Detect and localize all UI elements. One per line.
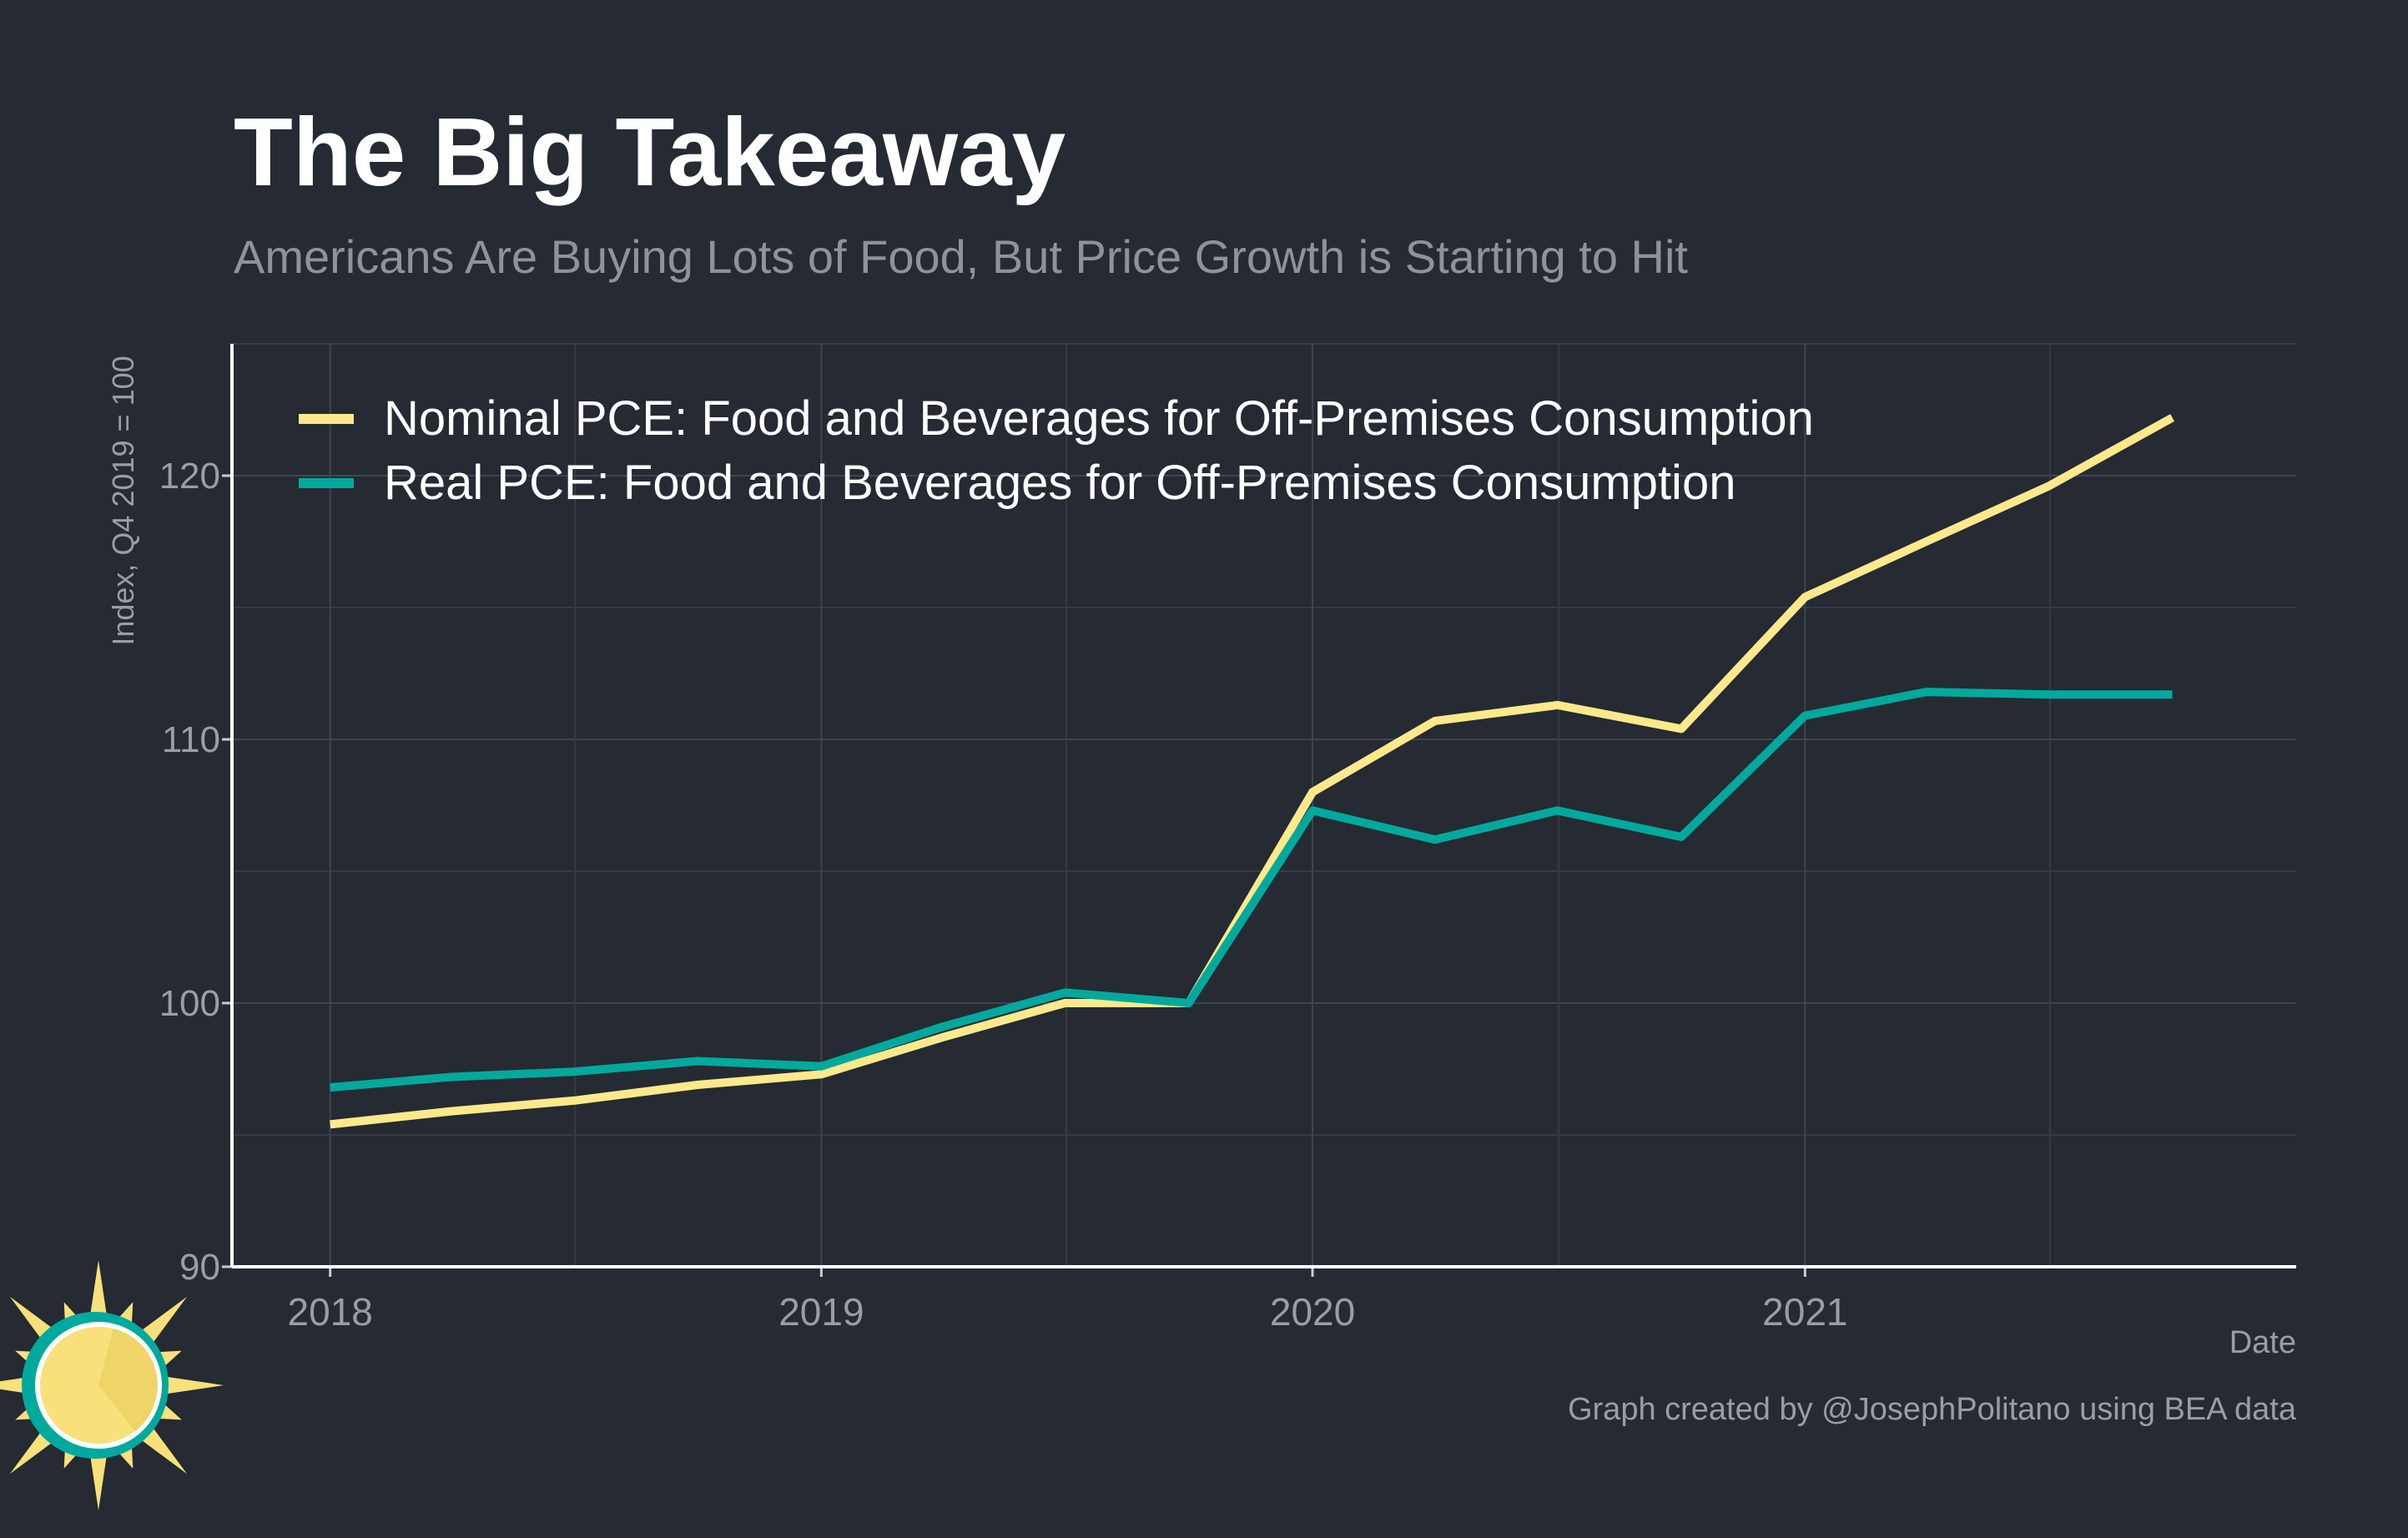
axes bbox=[222, 344, 2296, 1277]
sun-ray bbox=[89, 1260, 108, 1321]
chart-subtitle: Americans Are Buying Lots of Food, But P… bbox=[234, 230, 1688, 283]
y-tick-label: 90 bbox=[179, 1247, 220, 1288]
y-tick-label: 110 bbox=[162, 719, 220, 760]
grid bbox=[232, 343, 2296, 1268]
series-lines bbox=[330, 414, 2175, 1129]
x-tick-label: 2021 bbox=[1762, 1290, 1847, 1334]
x-tick-label: 2019 bbox=[778, 1290, 864, 1334]
legend-label: Nominal PCE: Food and Beverages for Off-… bbox=[384, 391, 1814, 446]
series-line-nominal bbox=[330, 414, 2175, 1129]
y-tick-label: 120 bbox=[159, 456, 220, 497]
chart-title: The Big Takeaway bbox=[234, 98, 1065, 206]
x-tick-label: 2020 bbox=[1270, 1290, 1355, 1334]
sun-ray bbox=[137, 1296, 188, 1347]
x-tick-label: 2018 bbox=[288, 1290, 373, 1334]
chart-caption: Graph created by @JosephPolitano using B… bbox=[1568, 1392, 2297, 1427]
y-tick-label: 100 bbox=[159, 983, 220, 1024]
sun-logo-icon bbox=[0, 1260, 224, 1510]
tick-labels: 90 100 110 120 2018 2019 2020 2021 bbox=[159, 456, 1848, 1334]
sun-ray bbox=[137, 1424, 188, 1475]
legend-label: Real PCE: Food and Beverages for Off-Pre… bbox=[384, 456, 1735, 510]
sun-shade bbox=[98, 1329, 158, 1431]
legend: Nominal PCE: Food and Beverages for Off-… bbox=[299, 391, 1814, 510]
series-line-real bbox=[330, 688, 2173, 1092]
x-axis-title: Date bbox=[2229, 1325, 2296, 1360]
sun-ray bbox=[89, 1450, 108, 1510]
sun-ray bbox=[163, 1376, 224, 1394]
y-axis-title: Index, Q4 2019 = 100 bbox=[106, 356, 140, 645]
